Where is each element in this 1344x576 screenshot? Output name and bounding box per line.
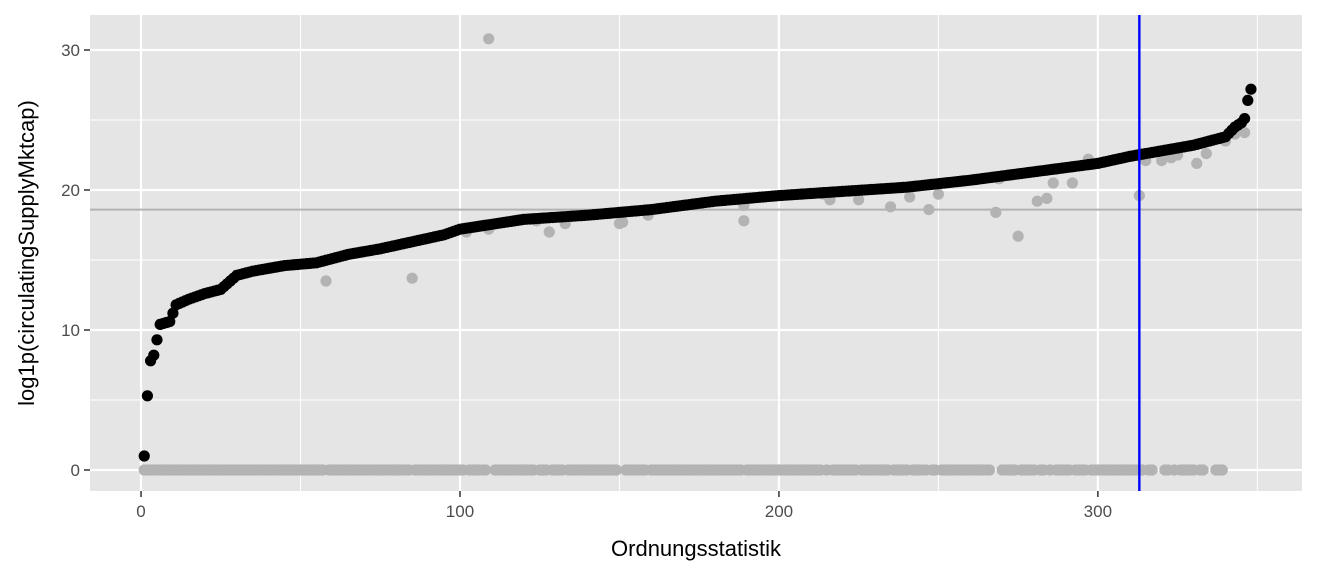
raw-point	[1066, 177, 1078, 189]
raw-point	[1047, 177, 1059, 189]
raw-point	[1012, 230, 1024, 242]
raw-point	[983, 464, 996, 476]
sorted-point	[141, 390, 154, 402]
x-axis: 0 100 200 300	[136, 491, 1112, 521]
sorted-point	[1245, 83, 1257, 95]
y-axis-title: log1p(circulatingSupplyMktcap)	[14, 100, 39, 406]
raw-point	[610, 464, 622, 476]
raw-series-points	[138, 33, 1251, 476]
raw-point	[483, 33, 495, 45]
sorted-series-points	[138, 83, 1257, 462]
raw-point	[1191, 157, 1203, 169]
y-tick-label: 10	[61, 321, 80, 340]
y-tick-label: 30	[61, 41, 80, 60]
raw-point	[990, 206, 1002, 218]
raw-point	[479, 464, 492, 476]
raw-point	[1146, 464, 1158, 476]
raw-point	[543, 226, 555, 238]
y-axis: 0 10 20 30	[61, 41, 90, 480]
raw-point	[1216, 464, 1228, 476]
raw-point	[1238, 127, 1251, 139]
x-tick-label: 300	[1084, 502, 1112, 521]
raw-point	[1200, 148, 1212, 160]
y-tick-label: 0	[71, 461, 80, 480]
raw-point	[406, 272, 418, 284]
plot-panel	[90, 15, 1302, 491]
y-tick-label: 20	[61, 181, 80, 200]
x-axis-title: Ordnungsstatistik	[611, 536, 782, 561]
raw-point	[320, 275, 332, 287]
raw-point	[1031, 195, 1043, 207]
raw-point	[853, 194, 865, 206]
raw-point	[1041, 192, 1053, 204]
raw-point	[904, 191, 916, 203]
sorted-point	[1238, 113, 1251, 125]
raw-point	[884, 201, 897, 213]
sorted-point	[167, 307, 179, 319]
raw-point	[617, 216, 629, 228]
sorted-point	[1242, 94, 1254, 106]
sorted-point	[138, 450, 150, 462]
raw-point	[1156, 155, 1168, 167]
sorted-point	[151, 334, 163, 346]
sorted-point	[148, 349, 160, 361]
raw-point	[738, 215, 750, 227]
raw-point	[1197, 464, 1209, 476]
sorted-point	[164, 316, 176, 328]
x-tick-label: 100	[446, 502, 474, 521]
raw-point	[932, 188, 945, 200]
x-tick-label: 0	[136, 502, 145, 521]
x-tick-label: 200	[765, 502, 793, 521]
